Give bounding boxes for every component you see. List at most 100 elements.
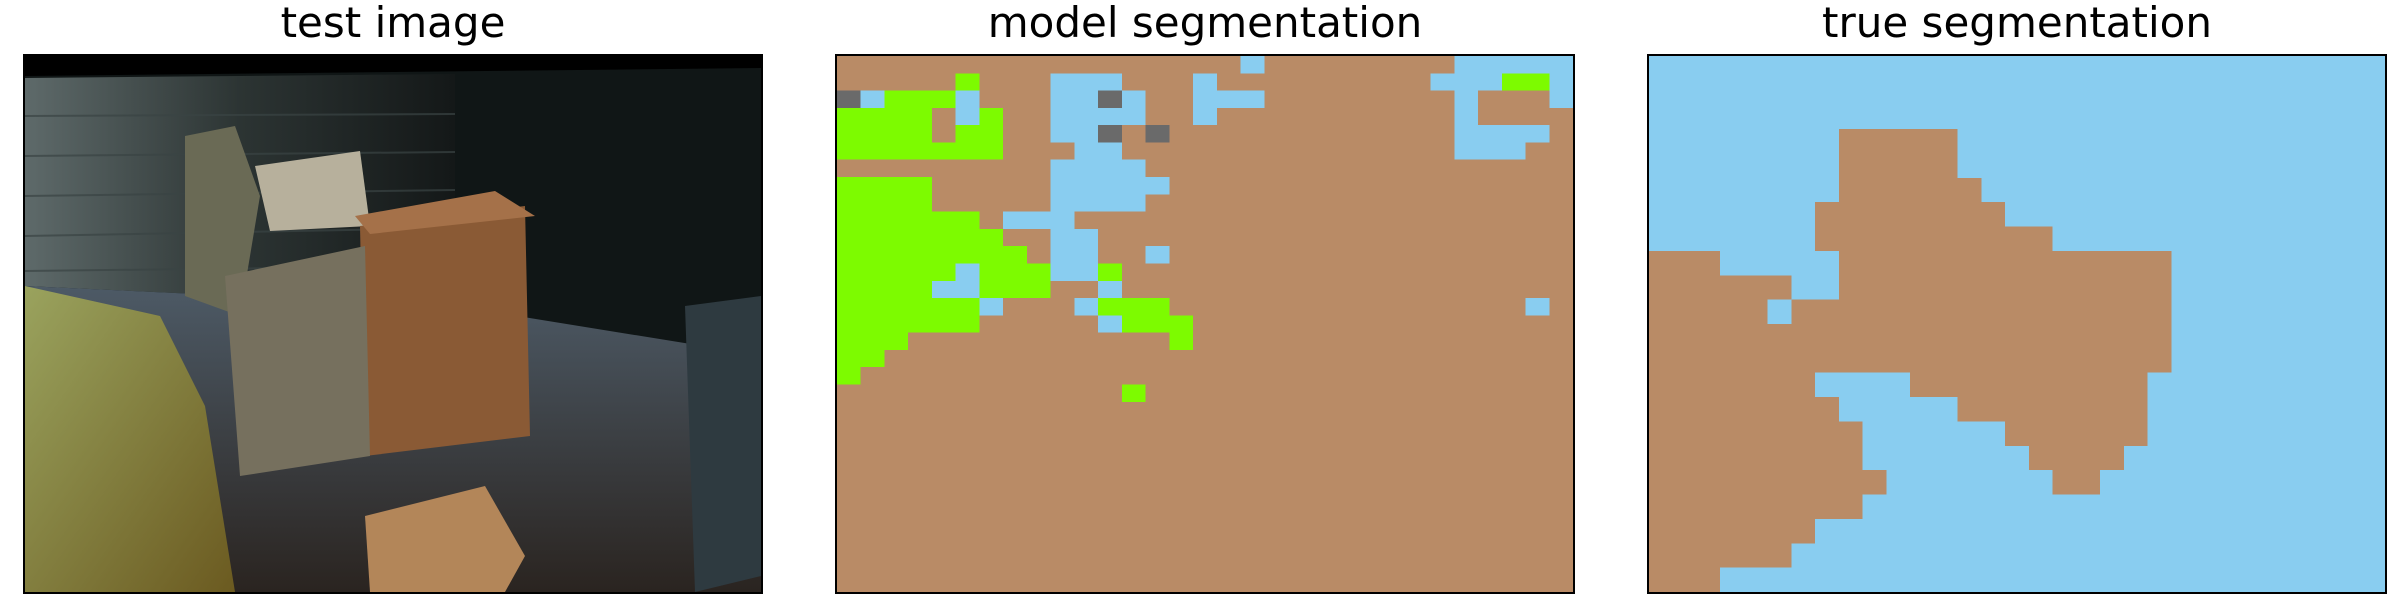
segment-cell <box>1383 436 1408 455</box>
segment-cell <box>2218 324 2244 349</box>
segment-cell <box>931 142 957 161</box>
segment-cell <box>1383 107 1408 126</box>
segment-cell <box>1288 298 1313 316</box>
segment-cell <box>1933 202 1959 228</box>
segment-cell <box>1720 250 1745 276</box>
segment-cell <box>1430 470 1455 489</box>
segment-cell <box>1074 367 1099 386</box>
segment-cell <box>884 228 909 247</box>
segment-cell <box>1288 125 1313 144</box>
segment-cell <box>1121 228 1147 247</box>
segment-cell <box>1050 177 1076 195</box>
segment-cell <box>1910 177 1935 203</box>
segment-cell <box>1406 280 1432 299</box>
segment-cell <box>1264 557 1289 576</box>
segment-cell <box>1501 332 1527 351</box>
segment-cell <box>1216 177 1242 195</box>
segment-cell <box>1169 228 1194 247</box>
segment-cell <box>1549 349 1573 368</box>
segment-cell <box>1406 505 1432 524</box>
segment-cell <box>1169 315 1194 334</box>
segment-cell <box>1145 263 1170 282</box>
segment-cell <box>2313 494 2339 520</box>
segment-cell <box>1003 315 1028 334</box>
segment-cell <box>2028 202 2054 228</box>
segment-cell <box>1791 421 1816 447</box>
segment-cell <box>2147 470 2172 496</box>
segment-cell <box>1430 522 1455 541</box>
segment-cell <box>1264 177 1289 195</box>
segment-cell <box>1098 73 1123 92</box>
segment-cell <box>1649 567 1674 592</box>
segment-cell <box>1240 419 1265 437</box>
segment-cell <box>931 470 957 489</box>
segment-cell <box>2242 470 2267 496</box>
segment-cell <box>837 125 862 144</box>
segment-cell <box>1525 401 1550 420</box>
segment-cell <box>1050 540 1076 559</box>
segment-cell <box>1026 298 1052 316</box>
segment-cell <box>1074 505 1099 524</box>
segment-cell <box>2290 494 2315 520</box>
segment-cell <box>2313 518 2339 544</box>
segment-cell <box>1264 436 1289 455</box>
segment-cell <box>2242 226 2267 252</box>
segment-cell <box>1335 488 1360 507</box>
segment-cell <box>2100 80 2125 106</box>
segment-cell <box>2337 275 2362 301</box>
segment-cell <box>2100 153 2125 179</box>
segment-cell <box>1335 56 1360 74</box>
segment-cell <box>1169 90 1194 109</box>
segment-cell <box>1767 202 1793 228</box>
segment-cell <box>931 401 957 420</box>
segment-cell <box>2076 129 2101 155</box>
segment-cell <box>1791 348 1816 374</box>
segment-cell <box>1003 470 1028 489</box>
segment-cell <box>931 505 957 524</box>
segment-cell <box>1454 280 1479 299</box>
segment-cell <box>1525 349 1550 368</box>
segment-cell <box>1216 263 1242 282</box>
segment-cell <box>1169 453 1194 472</box>
segment-cell <box>2195 56 2220 81</box>
segment-cell <box>1454 488 1479 507</box>
segment-cell <box>1910 543 1935 569</box>
segment-cell <box>1672 275 1698 301</box>
segment-cell <box>2361 348 2385 374</box>
segment-cell <box>1193 349 1218 368</box>
segment-cell <box>2123 299 2149 325</box>
segment-cell <box>2313 104 2339 130</box>
segment-cell <box>2218 397 2244 423</box>
segment-cell <box>1933 153 1959 179</box>
segment-cell <box>884 159 909 178</box>
segment-cell <box>2242 56 2267 81</box>
segment-cell <box>1549 90 1573 109</box>
segment-cell <box>1981 80 2006 106</box>
segment-cell <box>1720 153 1745 179</box>
segment-cell <box>1767 153 1793 179</box>
segment-cell <box>1050 194 1076 213</box>
segment-cell <box>2123 372 2149 398</box>
segment-cell <box>1743 250 1769 276</box>
segment-cell <box>1791 202 1816 228</box>
segment-cell <box>1050 211 1076 230</box>
segment-cell <box>1406 298 1432 316</box>
segment-cell <box>931 488 957 507</box>
segment-cell <box>1264 211 1289 230</box>
segment-cell <box>1430 540 1455 559</box>
segment-cell <box>1074 315 1099 334</box>
segment-cell <box>837 470 862 489</box>
segment-cell <box>2218 202 2244 228</box>
segment-cell <box>1383 470 1408 489</box>
segment-cell <box>1003 505 1028 524</box>
segment-cell <box>2313 250 2339 276</box>
segment-cell <box>1910 250 1935 276</box>
segment-cell <box>955 349 981 368</box>
segment-cell <box>908 177 933 195</box>
segment-cell <box>884 211 909 230</box>
segment-cell <box>1696 104 1721 130</box>
segment-cell <box>2242 543 2267 569</box>
segment-cell <box>2076 397 2101 423</box>
segment-cell <box>955 107 981 126</box>
segment-cell <box>1501 177 1527 195</box>
